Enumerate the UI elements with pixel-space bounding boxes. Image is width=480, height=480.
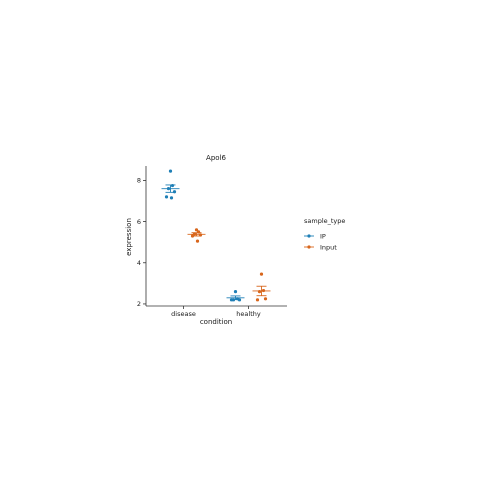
data-point: [170, 183, 175, 188]
data-point: [255, 298, 260, 302]
data-point: [168, 169, 173, 173]
y-tick-label: 8: [137, 177, 141, 185]
x-tick-label: disease: [171, 310, 196, 318]
y-tick-label: 4: [137, 259, 141, 267]
x-ticks: disease healthy: [171, 306, 261, 318]
data-point: [233, 289, 238, 294]
data-point: [192, 232, 197, 236]
data-point: [237, 298, 242, 302]
y-tick-label: 6: [137, 218, 141, 226]
plot-area: 2 4 6 8 disease healthy: [137, 166, 287, 318]
data-point: [196, 230, 201, 234]
data-point: [261, 288, 266, 293]
legend-key-point: [307, 234, 311, 238]
data-point: [166, 187, 171, 191]
data-point: [172, 190, 177, 194]
data-point: [263, 297, 268, 301]
data-point: [198, 233, 203, 237]
y-ticks: 2 4 6 8: [137, 177, 146, 308]
x-tick-label: healthy: [236, 310, 261, 318]
data-point: [190, 234, 195, 238]
error-bars: [161, 184, 271, 301]
x-axis-label: condition: [200, 318, 232, 326]
legend-items: IP Input: [304, 232, 337, 251]
data-point: [257, 289, 262, 294]
legend-title: sample_type: [304, 217, 345, 225]
data-point: [259, 272, 264, 276]
y-tick-label: 2: [137, 300, 141, 308]
data-point: [169, 196, 174, 200]
y-axis-label: expression: [125, 218, 133, 256]
data-point: [195, 239, 200, 243]
legend-key-point: [307, 245, 311, 249]
data-point: [164, 195, 169, 199]
legend-label: IP: [320, 232, 326, 240]
data-points: [164, 169, 268, 302]
legend-label: Input: [320, 243, 337, 251]
legend: sample_type IP Input: [304, 217, 345, 251]
chart-title: Apol6: [206, 154, 226, 162]
data-point: [229, 298, 234, 302]
data-point: [194, 228, 199, 232]
